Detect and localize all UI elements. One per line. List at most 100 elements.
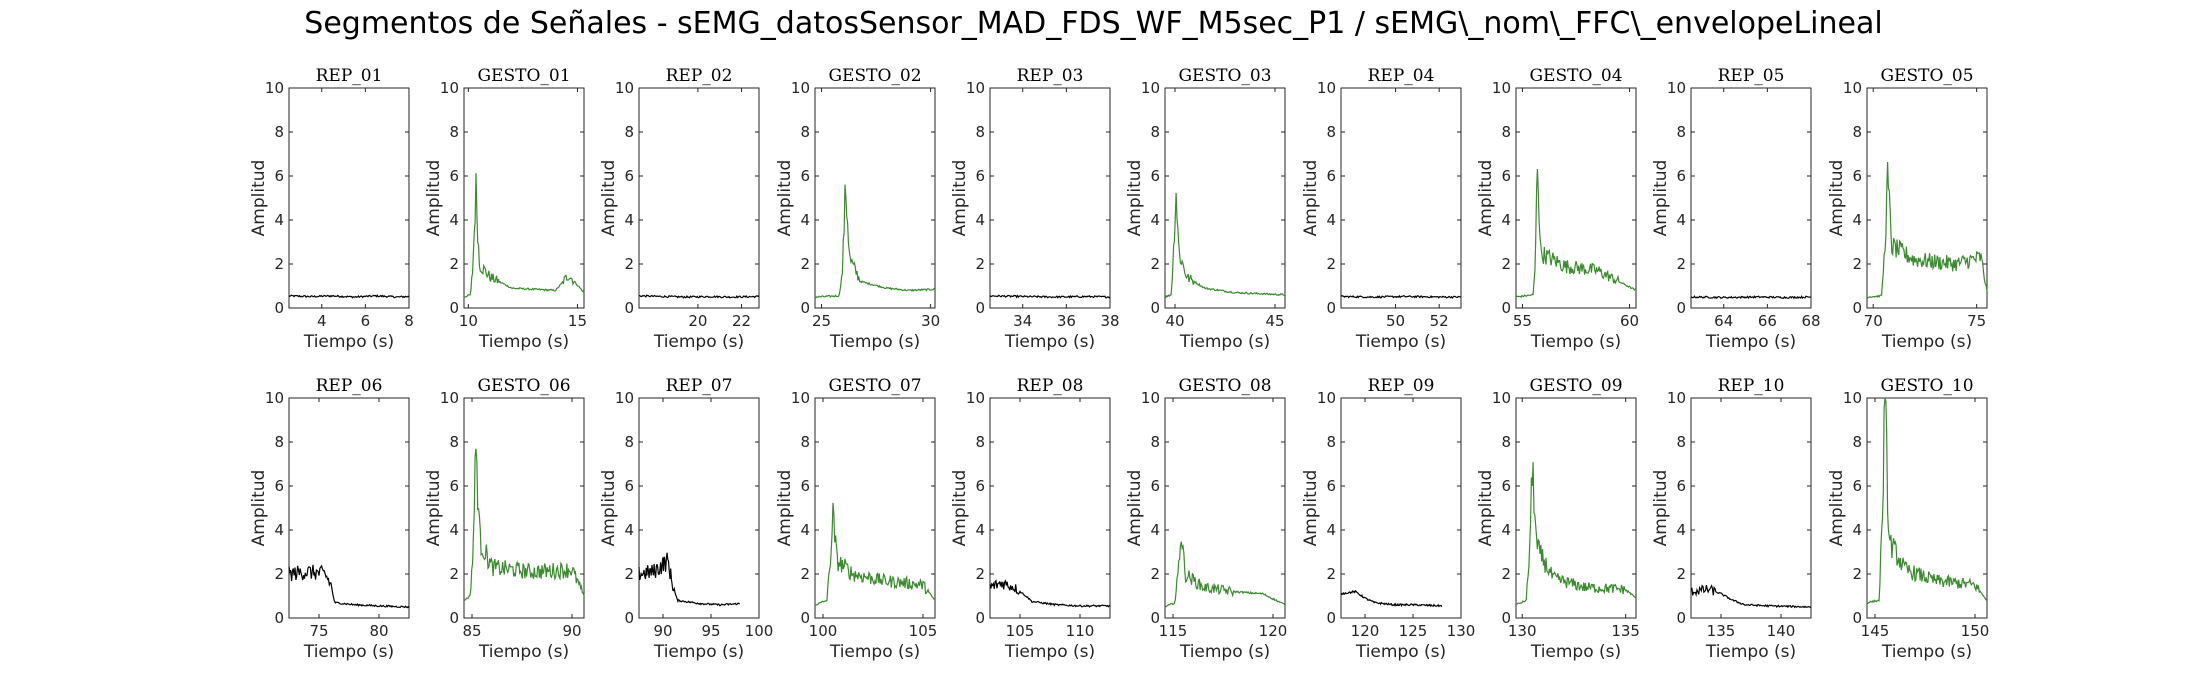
y-tick-label: 0	[1150, 609, 1160, 627]
x-tick-label: 105	[909, 622, 938, 640]
y-tick-label: 2	[274, 255, 284, 273]
plot-area	[1866, 87, 1988, 309]
y-axis-label: Amplitud	[1827, 470, 1847, 547]
series-line-gesto	[1866, 161, 1988, 299]
y-tick-label: 10	[791, 389, 810, 407]
subplot-title: REP_06	[316, 376, 383, 396]
y-tick-label: 8	[975, 433, 985, 451]
y-axis-label: Amplitud	[1827, 160, 1847, 237]
y-tick-label: 10	[1492, 389, 1511, 407]
y-tick-label: 10	[440, 79, 459, 97]
y-tick-label: 0	[1852, 299, 1862, 317]
y-axis-label: Amplitud	[1301, 160, 1321, 237]
y-tick-label: 6	[274, 167, 284, 185]
x-tick-label: 115	[1159, 622, 1188, 640]
x-axis-label: Tiempo (s)	[829, 642, 920, 662]
subplot-gesto-07: 0 2 4 6 8 10 100 105 GESTO_07 Tiempo (s) Amplitud	[775, 376, 937, 662]
x-tick-label: 66	[1758, 312, 1777, 330]
x-tick-label: 135	[1611, 622, 1640, 640]
x-tick-label: 150	[1961, 622, 1990, 640]
subplot-title: GESTO_03	[1178, 66, 1271, 86]
x-axis-label: Tiempo (s)	[1530, 332, 1621, 352]
series-line-gesto	[1164, 192, 1286, 299]
x-axis-label: Tiempo (s)	[1705, 332, 1796, 352]
y-tick-label: 2	[1501, 255, 1511, 273]
x-tick-label: 105	[1006, 622, 1035, 640]
y-tick-label: 10	[615, 79, 634, 97]
x-tick-label: 36	[1057, 312, 1076, 330]
x-tick-label: 100	[809, 622, 838, 640]
y-tick-label: 10	[265, 389, 284, 407]
y-tick-label: 8	[274, 123, 284, 141]
x-tick-label: 52	[1430, 312, 1449, 330]
y-tick-label: 2	[1852, 255, 1862, 273]
plot-area	[1164, 87, 1286, 309]
subplot-rep-01: 0 2 4 6 8 10 4 6 8 REP_01 Tiempo (s) Amplitud	[249, 66, 414, 352]
x-tick-label: 95	[701, 622, 720, 640]
subplot-rep-10: 0 2 4 6 8 10 135 140 REP_10 Tiempo (s) Amplitud	[1651, 376, 1812, 662]
x-axis-label: Tiempo (s)	[1355, 642, 1446, 662]
plot-area	[814, 87, 936, 309]
series-line-rep	[1690, 584, 1812, 609]
x-axis-label: Tiempo (s)	[1004, 642, 1095, 662]
y-tick-label: 6	[449, 477, 459, 495]
y-axis-label: Amplitud	[424, 470, 444, 547]
x-tick-label: 145	[1861, 622, 1890, 640]
y-tick-label: 2	[800, 255, 810, 273]
subplot-title: REP_09	[1368, 376, 1435, 396]
figure-title: Segmentos de Señales - sEMG_datosSensor_…	[304, 6, 1883, 41]
y-tick-label: 8	[1852, 433, 1862, 451]
subplot-title: REP_08	[1017, 376, 1084, 396]
y-tick-label: 6	[1326, 167, 1336, 185]
subplot-title: GESTO_10	[1880, 376, 1973, 396]
series-line-rep	[989, 579, 1111, 608]
subplot-title: REP_04	[1368, 66, 1435, 86]
y-tick-label: 4	[1501, 211, 1511, 229]
y-tick-label: 0	[800, 299, 810, 317]
y-axis-label: Amplitud	[249, 160, 269, 237]
x-axis-label: Tiempo (s)	[1179, 332, 1270, 352]
y-tick-label: 6	[449, 167, 459, 185]
y-tick-label: 6	[1326, 477, 1336, 495]
plot-area	[1164, 397, 1286, 619]
y-tick-label: 8	[1326, 433, 1336, 451]
x-tick-label: 120	[1351, 622, 1380, 640]
subplot-rep-09: 0 2 4 6 8 10 120 125 130 REP_09 Tiempo (s) Amplitud	[1301, 376, 1475, 662]
x-axis-label: Tiempo (s)	[1355, 332, 1446, 352]
y-tick-label: 0	[274, 609, 284, 627]
y-tick-label: 6	[1150, 477, 1160, 495]
y-tick-label: 6	[1501, 167, 1511, 185]
y-tick-label: 4	[274, 211, 284, 229]
x-axis-label: Tiempo (s)	[1881, 642, 1972, 662]
plot-area	[1340, 87, 1462, 309]
y-tick-label: 4	[975, 211, 985, 229]
series-line-rep	[989, 294, 1111, 299]
plot-area	[1690, 87, 1812, 309]
x-axis-label: Tiempo (s)	[303, 332, 394, 352]
x-tick-label: 25	[812, 312, 831, 330]
subplot-gesto-02: 0 2 4 6 8 10 25 30 GESTO_02 Tiempo (s) Amplitud	[775, 66, 940, 352]
subplot-rep-02: 0 2 4 6 8 10 20 22 REP_02 Tiempo (s) Amplitud	[599, 66, 760, 352]
y-tick-label: 10	[1492, 79, 1511, 97]
y-tick-label: 2	[1326, 565, 1336, 583]
y-axis-label: Amplitud	[1125, 160, 1145, 237]
plot-area	[463, 87, 585, 309]
subplot-gesto-10: 0 2 4 6 8 10 145 150 GESTO_10 Tiempo (s) Amplitud	[1827, 376, 1989, 662]
x-tick-label: 8	[404, 312, 414, 330]
y-tick-label: 10	[615, 389, 634, 407]
y-tick-label: 8	[1676, 123, 1686, 141]
x-axis-label: Tiempo (s)	[1530, 642, 1621, 662]
subplot-gesto-05: 0 2 4 6 8 10 70 75 GESTO_05 Tiempo (s) Amplitud	[1827, 66, 1988, 352]
y-tick-label: 10	[1667, 389, 1686, 407]
subplot-rep-08: 0 2 4 6 8 10 105 110 REP_08 Tiempo (s) Amplitud	[950, 376, 1111, 662]
y-tick-label: 4	[624, 211, 634, 229]
y-tick-label: 8	[449, 433, 459, 451]
subplot-gesto-08: 0 2 4 6 8 10 115 120 GESTO_08 Tiempo (s) Amplitud	[1125, 376, 1287, 662]
y-tick-label: 10	[966, 389, 985, 407]
y-tick-label: 4	[1150, 211, 1160, 229]
y-tick-label: 8	[1150, 123, 1160, 141]
y-tick-label: 10	[791, 79, 810, 97]
y-tick-label: 8	[1501, 123, 1511, 141]
y-axis-label: Amplitud	[950, 160, 970, 237]
y-tick-label: 4	[975, 521, 985, 539]
